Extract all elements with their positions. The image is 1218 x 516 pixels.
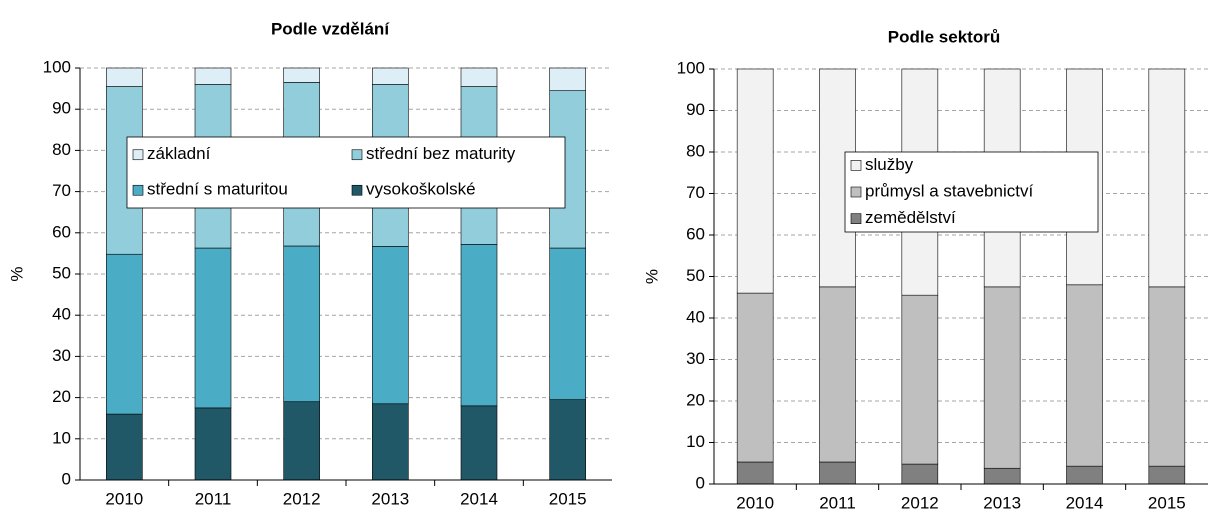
bar-segment (106, 253, 143, 415)
bar-segment (819, 461, 856, 485)
chart-title: Podle vzdělání (271, 19, 390, 38)
x-tick-label: 2014 (1066, 493, 1104, 512)
legend-swatch (132, 184, 144, 196)
bar-segment (901, 463, 939, 485)
x-tick-label: 2015 (1148, 493, 1186, 512)
y-tick-label: 20 (686, 390, 705, 409)
y-tick-label: 50 (686, 266, 705, 285)
y-axis-label: % (7, 266, 26, 281)
legend-swatch (850, 186, 862, 198)
legend-label: střední s maturitou (147, 180, 288, 199)
y-tick-label: 30 (686, 349, 705, 368)
bar-segment (460, 405, 498, 481)
legend-swatch (850, 213, 862, 224)
bar-segment (1148, 465, 1186, 485)
chart-title: Podle sektorů (888, 27, 1000, 46)
x-tick-label: 2012 (901, 493, 939, 512)
y-tick-label: 40 (52, 305, 71, 324)
bar-segment (549, 67, 586, 91)
legend-swatch (351, 149, 363, 161)
bar-segment (372, 67, 409, 85)
y-tick-label: 60 (686, 224, 705, 243)
legend-swatch (850, 160, 862, 171)
bar-segment (983, 467, 1021, 485)
legend-label: vysokoškolské (366, 180, 476, 199)
legend-label: zemědělství (865, 208, 956, 227)
y-tick-label: 30 (52, 346, 71, 365)
legend-swatch (132, 149, 144, 161)
x-tick-label: 2013 (983, 493, 1021, 512)
bar-segment (549, 247, 586, 400)
y-tick-label: 50 (52, 263, 71, 282)
y-tick-label: 90 (686, 100, 705, 119)
bar-segment (1066, 284, 1103, 467)
y-tick-label: 70 (52, 181, 71, 200)
x-tick-label: 2010 (105, 489, 143, 508)
y-tick-label: 40 (686, 307, 705, 326)
bar-segment (106, 67, 143, 87)
bar-segment (736, 292, 774, 463)
bar-segment (194, 407, 232, 481)
bar-segment (372, 246, 409, 405)
y-tick-label: 80 (686, 141, 705, 160)
y-tick-label: 90 (52, 99, 71, 118)
y-tick-label: 80 (52, 140, 71, 159)
bar-segment (283, 67, 320, 83)
bar-segment (283, 401, 320, 481)
legend-label: základní (147, 144, 211, 163)
x-tick-label: 2015 (549, 489, 587, 508)
y-tick-label: 20 (52, 387, 71, 406)
y-tick-label: 0 (62, 469, 71, 488)
x-tick-label: 2013 (371, 489, 409, 508)
y-tick-label: 10 (52, 428, 71, 447)
y-tick-label: 100 (677, 58, 705, 77)
x-tick-label: 2014 (460, 489, 498, 508)
bar-segment (194, 67, 232, 85)
bar-segment (372, 403, 409, 481)
x-tick-label: 2012 (283, 489, 321, 508)
bar-segment (460, 244, 498, 407)
bar-segment (460, 67, 498, 87)
legend-label: střední bez maturity (366, 144, 516, 163)
y-tick-label: 60 (52, 222, 71, 241)
y-tick-label: 0 (696, 473, 705, 492)
bar-segment (736, 68, 774, 294)
bar-segment (106, 413, 143, 481)
legend-label: průmysl a stavebnictví (865, 181, 1033, 200)
legend-box (844, 151, 1099, 233)
bar-segment (1066, 465, 1103, 485)
bar-segment (901, 294, 939, 465)
bar-segment (819, 286, 856, 463)
legend-label: služby (865, 155, 914, 174)
x-tick-label: 2011 (195, 489, 232, 508)
bar-segment (194, 247, 232, 409)
x-tick-label: 2010 (736, 493, 774, 512)
y-tick-label: 10 (686, 432, 705, 451)
legend-swatch (351, 184, 363, 196)
bar-segment (549, 399, 586, 481)
y-axis-label: % (642, 269, 661, 284)
y-tick-label: 100 (43, 57, 71, 76)
x-tick-label: 2011 (819, 493, 856, 512)
y-tick-label: 70 (686, 183, 705, 202)
legend-box (126, 136, 566, 209)
bar-segment (1148, 286, 1186, 467)
bar-segment (983, 286, 1021, 469)
bar-segment (736, 461, 774, 485)
bar-segment (283, 245, 320, 403)
bar-segment (1148, 68, 1186, 288)
